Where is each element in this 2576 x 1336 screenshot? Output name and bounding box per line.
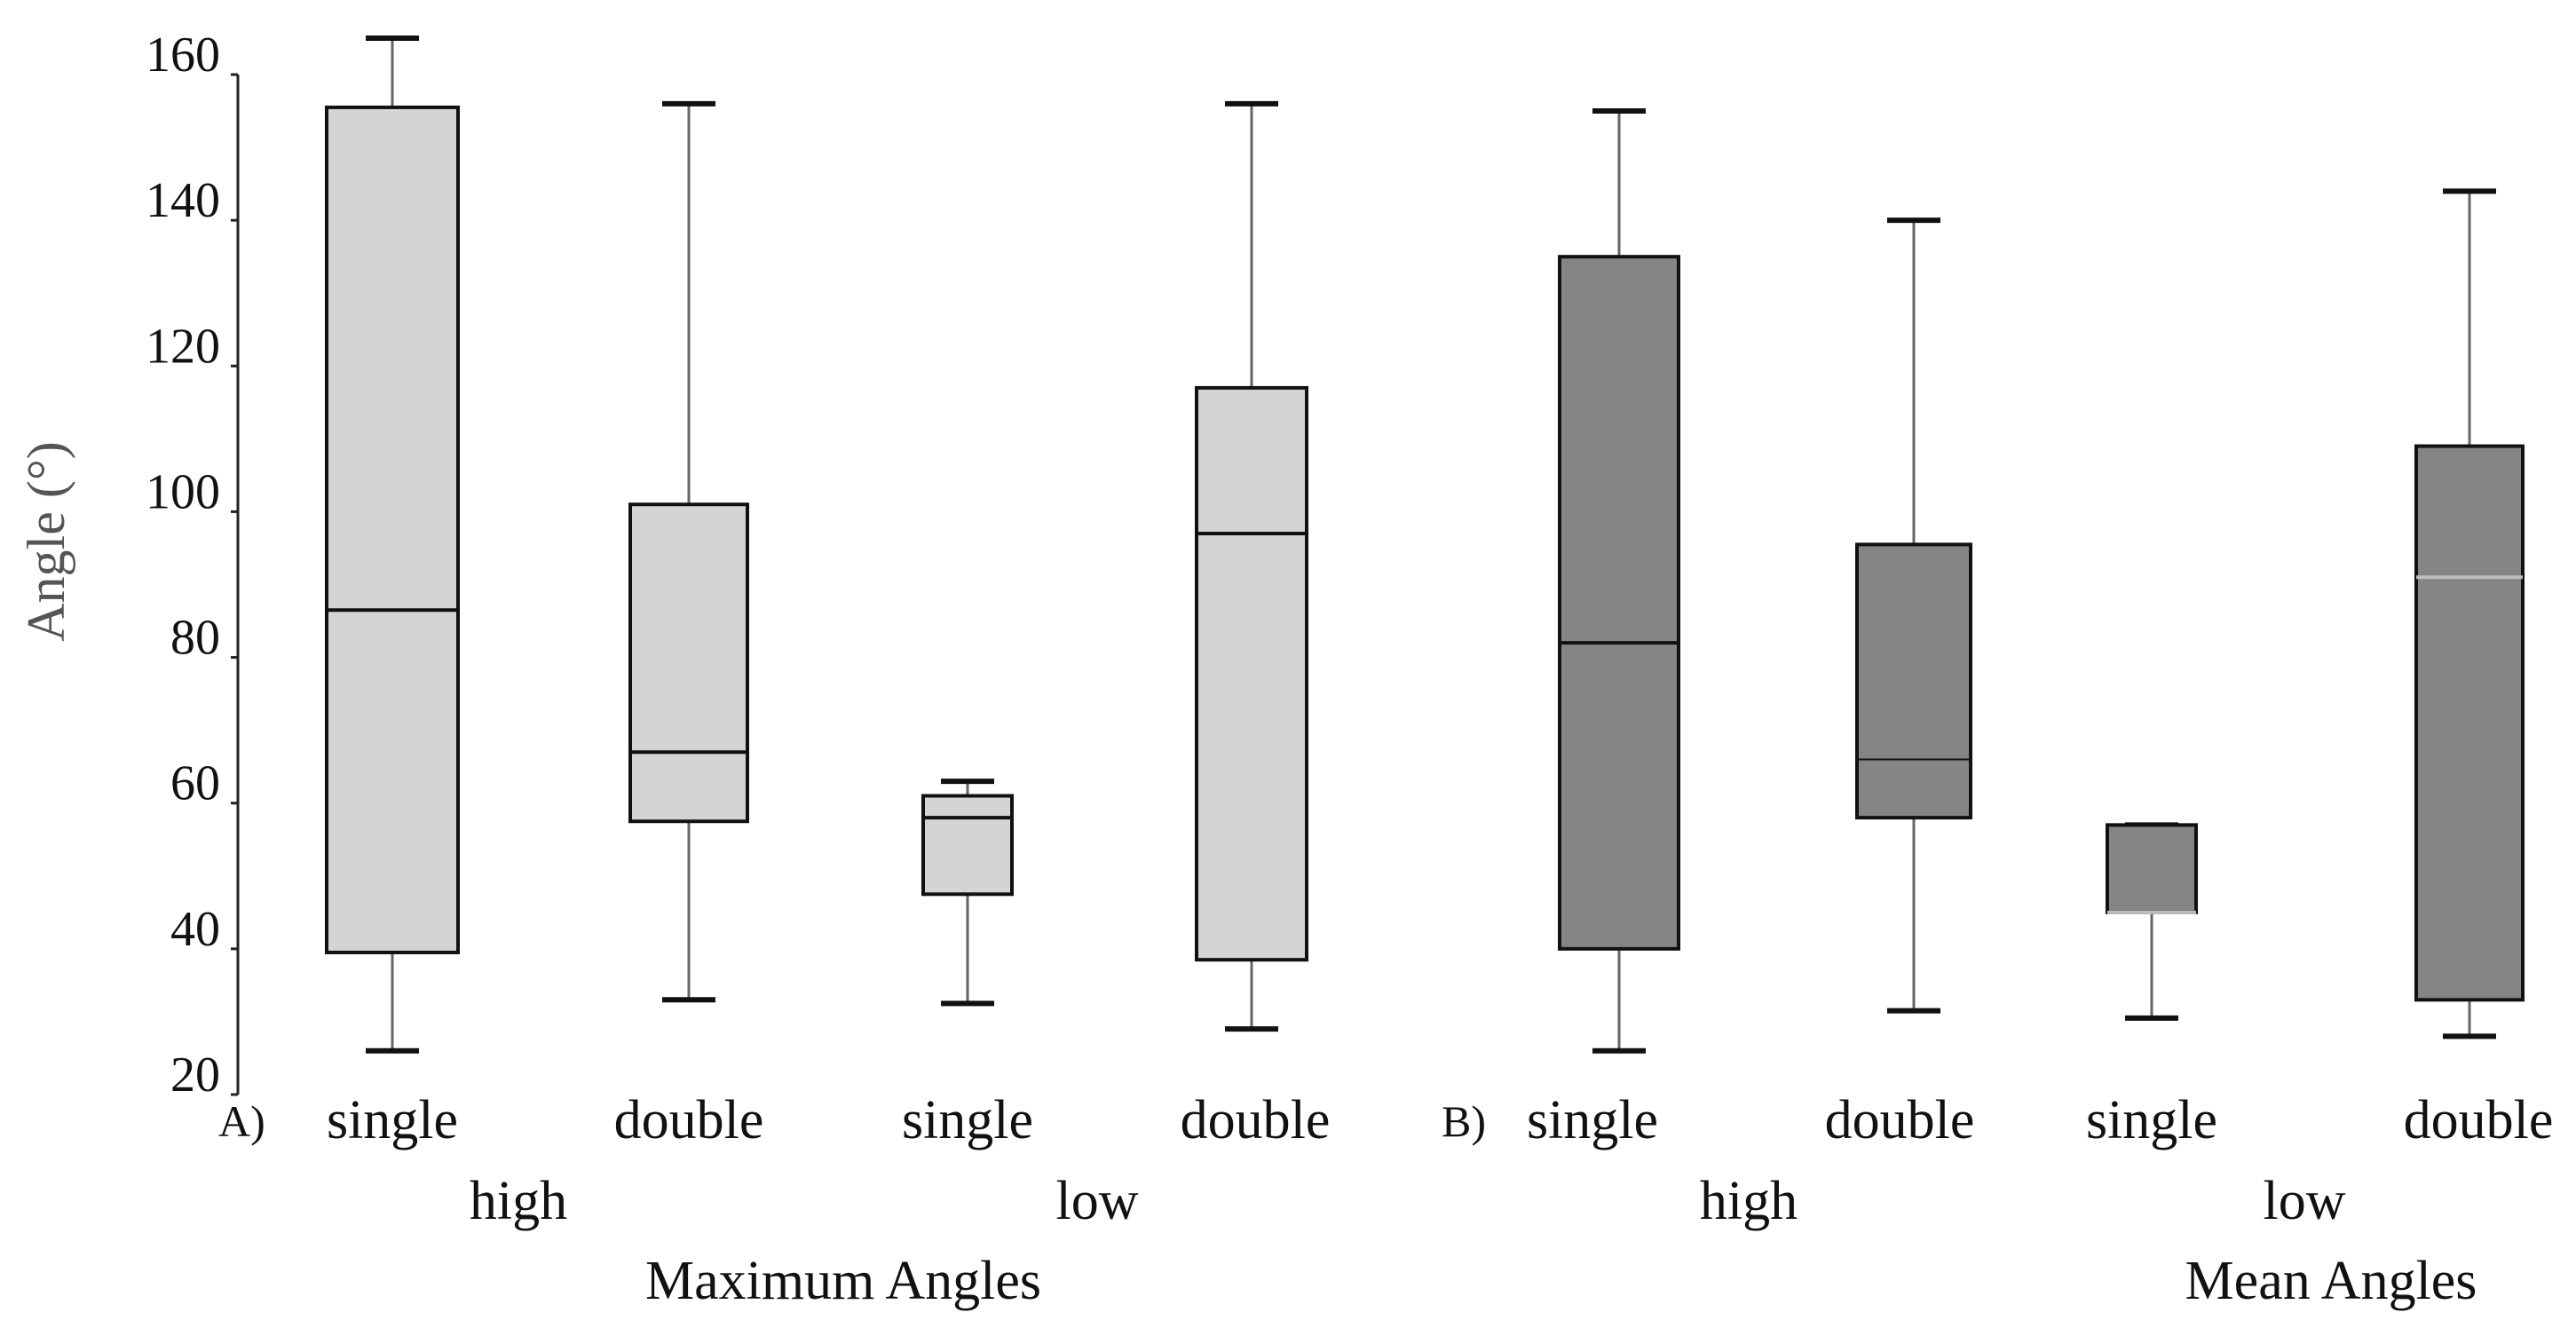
- box-a-high-double: [628, 100, 749, 1003]
- category-label: double: [614, 1090, 764, 1150]
- y-tick-label: 160: [146, 28, 220, 83]
- group-label: low: [1056, 1171, 1139, 1231]
- panel-title: Maximum Angles: [645, 1251, 1041, 1311]
- y-tick-label: 80: [170, 611, 220, 666]
- boxes-layer: [325, 35, 2525, 1054]
- box-b-high-single: [1558, 108, 1680, 1054]
- box-a-high-single: [325, 35, 460, 1054]
- iqr-box: [921, 794, 1014, 897]
- category-label: single: [902, 1090, 1033, 1150]
- panel-title: Mean Angles: [2185, 1251, 2477, 1311]
- y-axis-title: Angle (°): [17, 441, 75, 642]
- y-tick-label: 60: [170, 756, 220, 811]
- iqr-box: [2414, 444, 2525, 1002]
- box-a-low-single: [921, 779, 1014, 1007]
- category-label: single: [2086, 1090, 2217, 1150]
- group-label: high: [1700, 1171, 1798, 1231]
- box-b-low-single: [2106, 822, 2198, 1021]
- box-b-low-double: [2414, 188, 2525, 1040]
- category-label: double: [1181, 1090, 1331, 1150]
- box-a-low-double: [1195, 100, 1308, 1032]
- category-label: single: [327, 1090, 458, 1150]
- group-label: low: [2264, 1171, 2346, 1231]
- category-label: double: [2404, 1090, 2554, 1150]
- panel-label: A): [218, 1096, 265, 1146]
- y-tick-label: 120: [146, 319, 220, 374]
- group-label: high: [470, 1171, 567, 1231]
- y-tick-label: 100: [146, 464, 220, 519]
- iqr-box: [1558, 255, 1680, 951]
- y-tick-label: 40: [170, 902, 220, 957]
- panel-label: B): [1442, 1096, 1486, 1146]
- iqr-box: [325, 105, 460, 954]
- y-axis: 20 40 60 80 100 120 140 160: [146, 28, 240, 1103]
- iqr-box: [1855, 542, 1972, 820]
- category-label: single: [1527, 1090, 1658, 1150]
- iqr-box: [628, 502, 749, 824]
- y-tick-label: 20: [170, 1047, 220, 1103]
- iqr-box: [2106, 823, 2198, 914]
- category-label: double: [1825, 1090, 1975, 1150]
- box-b-high-double: [1855, 217, 1972, 1014]
- y-tick-label: 140: [146, 173, 220, 228]
- iqr-box: [1195, 385, 1308, 962]
